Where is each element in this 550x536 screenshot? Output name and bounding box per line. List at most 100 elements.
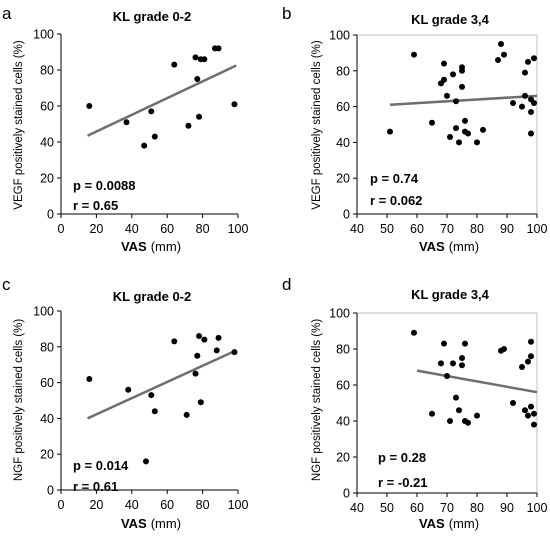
data-point: [411, 51, 417, 58]
x-axis-label-name: VAS: [121, 516, 147, 531]
x-axis-label: VAS (mm): [419, 516, 479, 531]
data-point: [510, 400, 516, 406]
x-axis-label-unit: (mm): [151, 239, 181, 254]
data-point: [201, 336, 208, 343]
data-point: [453, 98, 459, 105]
data-point: [531, 100, 537, 107]
y-tick-label: 80: [40, 64, 54, 78]
plot-area: 0 20 40 60 80 100 40 50 60 70 80 90 100: [329, 29, 547, 237]
data-point: [519, 364, 525, 370]
x-tick-label: 80: [470, 501, 484, 515]
data-point: [459, 83, 465, 90]
y-tick-label: 40: [336, 136, 350, 150]
plot-area: 0 20 40 60 80 100 40 50 60 70 80 90 100: [329, 307, 547, 516]
x-axis-label-unit: (mm): [449, 516, 479, 531]
data-point: [519, 103, 525, 110]
data-point: [522, 407, 528, 414]
x-tick-label: 20: [89, 498, 103, 512]
data-point: [465, 130, 471, 137]
data-point: [528, 353, 534, 360]
data-point: [474, 139, 480, 146]
plot-area: 0 20 40 60 80 100 0 20 40 60 80 100: [33, 28, 248, 237]
x-tick-label: 50: [380, 501, 394, 515]
x-axis-label-name: VAS: [419, 239, 445, 254]
y-axis-label: VEGF positively stained cells (%): [311, 40, 323, 210]
data-point: [215, 334, 222, 341]
data-point: [148, 108, 155, 115]
plot-area: 0 20 40 60 80 100 0 20 40 60 80 100: [33, 305, 248, 513]
data-point: [525, 58, 531, 65]
data-point: [194, 352, 201, 359]
y-tick-label: 20: [40, 172, 54, 186]
data-point: [231, 101, 238, 108]
data-point: [86, 376, 93, 383]
data-point: [480, 126, 486, 133]
x-tick-label: 100: [228, 222, 249, 236]
x-tick-label: 60: [160, 222, 174, 236]
data-point: [465, 419, 471, 426]
regression-line: [389, 94, 538, 107]
x-tick-label: 100: [527, 501, 548, 515]
x-tick-label: 100: [228, 498, 249, 512]
data-point: [531, 421, 537, 428]
data-point: [447, 418, 453, 424]
data-point: [196, 333, 203, 340]
x-tick-label: 80: [470, 222, 484, 236]
data-point: [528, 130, 534, 137]
x-tick-label: 40: [125, 498, 139, 512]
regression-line: [87, 349, 237, 420]
data-point: [444, 92, 450, 99]
data-point: [142, 458, 149, 465]
x-tick-label: 20: [89, 222, 103, 236]
x-axis-label: VAS (mm): [121, 516, 181, 531]
data-point: [185, 122, 192, 129]
data-point: [531, 410, 537, 417]
panel-a: a KL grade 0-2 VEGF positively stained c…: [2, 4, 191, 254]
x-axis-label: VAS (mm): [121, 239, 181, 254]
data-point: [231, 349, 238, 356]
y-tick-label: 60: [336, 379, 350, 393]
y-axis-label: NGF positively stained cells (%): [13, 319, 25, 481]
data-point: [525, 412, 531, 419]
chart-title: KL grade 0-2: [113, 289, 192, 304]
data-point: [86, 103, 93, 109]
data-point: [501, 346, 507, 352]
data-point: [456, 139, 462, 146]
data-point: [125, 386, 132, 393]
data-point: [171, 338, 178, 345]
data-point: [456, 407, 462, 414]
y-axis-label: NGF positively stained cells (%): [311, 319, 323, 481]
panel-letter: c: [2, 275, 11, 294]
y-tick-label: 80: [40, 340, 54, 354]
y-tick-label: 0: [47, 484, 54, 498]
panel-letter: a: [2, 4, 12, 23]
x-tick-label: 40: [350, 501, 364, 515]
data-point: [151, 133, 158, 140]
x-axis-label-name: VAS: [419, 516, 445, 531]
regression-line: [87, 64, 237, 137]
y-tick-label: 0: [47, 208, 54, 222]
data-point: [192, 370, 199, 377]
y-tick-label: 80: [336, 64, 350, 78]
panel-b: b KL grade 3,4 VEGF positively stained c…: [282, 4, 490, 254]
data-point: [459, 64, 465, 71]
p-value-annotation: p = 0.014: [73, 458, 129, 473]
data-point: [148, 392, 155, 399]
y-tick-label: 20: [336, 451, 350, 465]
y-tick-label: 100: [33, 28, 54, 42]
y-tick-label: 100: [329, 29, 350, 43]
x-tick-label: 60: [410, 501, 424, 515]
r-value-annotation: r = 0.61: [73, 479, 118, 494]
y-tick-label: 0: [343, 487, 350, 501]
y-tick-label: 40: [336, 415, 350, 429]
data-point: [387, 128, 393, 135]
r-value-annotation: r = 0.65: [73, 198, 118, 213]
data-point: [453, 125, 459, 132]
y-axis-label: VEGF positively stained cells (%): [13, 40, 25, 210]
y-tick-label: 0: [343, 208, 350, 222]
data-point: [498, 40, 504, 47]
data-point: [522, 92, 528, 99]
x-axis-label-name: VAS: [121, 239, 147, 254]
x-tick-label: 40: [125, 222, 139, 236]
